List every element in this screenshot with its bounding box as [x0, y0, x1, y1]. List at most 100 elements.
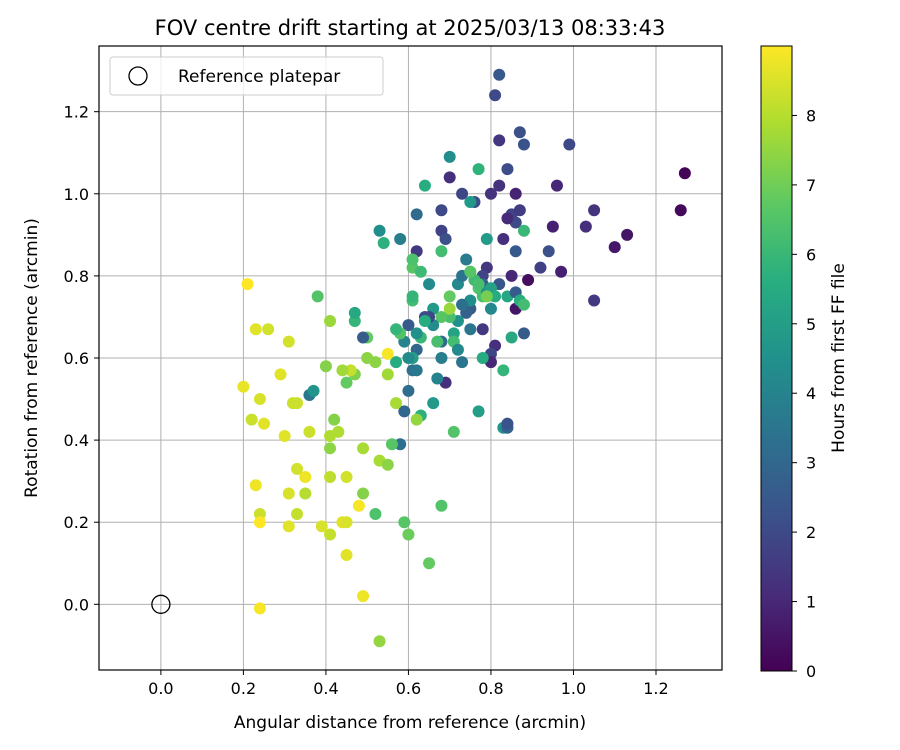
data-point	[443, 150, 456, 163]
data-point	[262, 323, 275, 336]
data-point	[307, 384, 320, 397]
data-point	[299, 471, 312, 484]
data-point	[340, 376, 353, 389]
data-point	[517, 224, 530, 237]
data-point	[497, 232, 510, 245]
data-point	[249, 479, 262, 492]
data-point	[324, 442, 337, 455]
data-point	[410, 327, 423, 340]
data-point	[517, 138, 530, 151]
x-tick-label: 0.0	[148, 679, 173, 698]
data-point	[464, 265, 477, 278]
data-point	[390, 323, 403, 336]
colorbar-label: Hours from first FF file	[829, 263, 849, 453]
data-point	[431, 372, 444, 385]
data-point	[493, 68, 506, 81]
data-point	[497, 364, 510, 377]
data-point	[621, 228, 634, 241]
data-point	[451, 343, 464, 356]
y-tick-label: 0.6	[64, 349, 89, 368]
data-point	[608, 241, 621, 254]
data-point	[509, 187, 522, 200]
data-point	[336, 364, 349, 377]
colorbar-gradient	[760, 45, 793, 672]
data-point	[282, 335, 295, 348]
data-point	[435, 310, 448, 323]
data-point	[357, 487, 370, 500]
data-point	[357, 442, 370, 455]
data-point	[402, 352, 415, 364]
data-point	[319, 360, 332, 373]
data-point	[431, 335, 444, 348]
data-point	[546, 220, 559, 233]
x-tick-label: 1.0	[561, 679, 586, 698]
data-point	[241, 278, 254, 291]
data-point	[423, 557, 436, 570]
data-point	[237, 380, 250, 393]
colorbar-tick-label: 8	[806, 106, 816, 125]
x-tick-label: 1.2	[643, 679, 668, 698]
colorbar-tick-label: 5	[806, 315, 816, 334]
data-point	[324, 528, 337, 541]
data-point	[348, 315, 361, 328]
colorbar-ticks: 0 1 2 3 4 5 6 7 8	[792, 106, 816, 681]
data-point	[311, 290, 324, 303]
data-point	[245, 413, 258, 426]
data-point	[357, 590, 370, 603]
data-point	[373, 635, 386, 648]
data-point	[398, 405, 411, 418]
data-point	[550, 179, 563, 192]
data-point	[542, 245, 555, 258]
data-point	[303, 425, 316, 438]
data-point	[410, 413, 423, 426]
data-point	[253, 393, 266, 406]
data-point	[678, 167, 691, 180]
data-point	[381, 368, 394, 381]
data-point	[340, 471, 353, 484]
data-point	[385, 438, 398, 451]
data-point	[427, 397, 440, 410]
data-point	[472, 163, 485, 176]
chart-title: FOV centre drift starting at 2025/03/13 …	[155, 16, 666, 40]
data-points	[237, 68, 691, 648]
data-point	[291, 508, 304, 520]
data-point	[439, 232, 452, 245]
data-point	[480, 232, 493, 245]
data-point	[674, 204, 687, 217]
data-point	[443, 310, 456, 323]
x-tick-label: 0.2	[231, 679, 256, 698]
colorbar: 0 1 2 3 4 5 6 7 8 Hours from first FF file	[760, 45, 849, 681]
data-point	[315, 520, 328, 533]
data-point	[278, 430, 291, 442]
data-point	[340, 516, 353, 529]
data-point	[402, 528, 415, 541]
data-point	[509, 245, 522, 258]
data-point	[513, 204, 526, 217]
colorbar-tick-label: 1	[806, 593, 816, 612]
y-tick-label: 0.0	[64, 595, 89, 614]
data-point	[447, 327, 460, 340]
colorbar-tick-label: 2	[806, 523, 816, 542]
data-point	[464, 323, 477, 336]
colorbar-tick-label: 6	[806, 245, 816, 264]
data-point	[402, 319, 415, 332]
data-point	[352, 499, 365, 512]
data-point	[253, 516, 266, 529]
data-point	[484, 187, 497, 200]
data-point	[406, 253, 419, 266]
data-point	[390, 356, 403, 369]
y-ticks: 0.0 0.2 0.4 0.6 0.8 1.0 1.2	[64, 103, 99, 614]
data-point	[340, 549, 353, 562]
data-point	[522, 274, 535, 286]
legend-marker	[128, 66, 148, 86]
data-point	[464, 196, 477, 208]
data-point	[423, 278, 436, 291]
data-point	[414, 265, 427, 278]
data-point	[394, 438, 407, 451]
data-point	[443, 290, 456, 303]
data-point	[456, 187, 469, 200]
data-point	[410, 364, 423, 377]
legend: Reference platepar	[109, 56, 384, 96]
y-tick-label: 0.2	[64, 513, 89, 532]
